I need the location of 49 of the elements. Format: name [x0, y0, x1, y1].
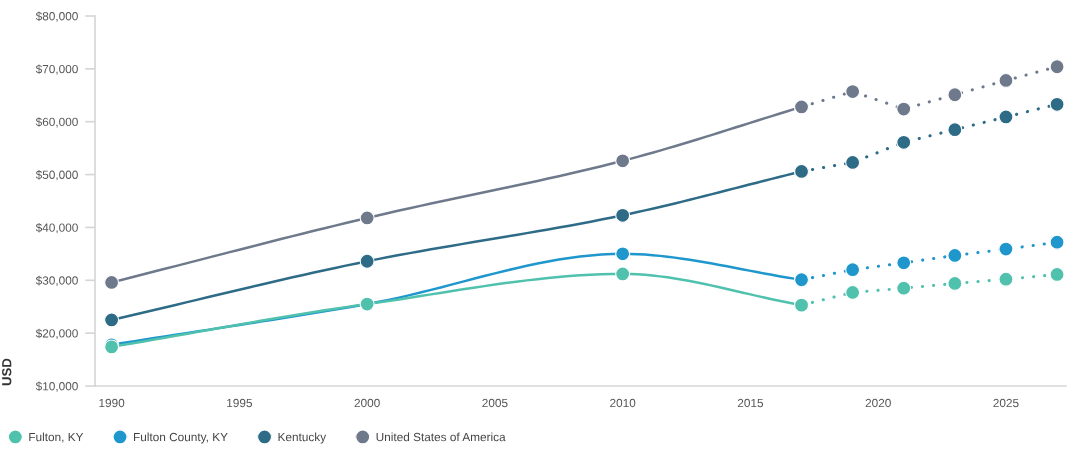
- point: [845, 262, 861, 278]
- point: [615, 266, 631, 282]
- x-tick-label: 2010: [610, 398, 636, 408]
- point: [947, 87, 963, 103]
- legend-label: Fulton, KY: [29, 432, 84, 443]
- y-tick-label: $50,000: [35, 170, 78, 181]
- point: [615, 207, 631, 223]
- point: [1049, 266, 1065, 282]
- y-tick-label: $40,000: [35, 222, 78, 234]
- y-tick-label: $30,000: [35, 275, 78, 287]
- point: [1049, 96, 1065, 112]
- point: [947, 275, 963, 291]
- point: [1049, 59, 1065, 75]
- x-tick-label: 2025: [993, 398, 1019, 408]
- point: [845, 284, 861, 300]
- legend-label: Kentucky: [278, 432, 327, 444]
- point: [359, 210, 375, 226]
- point: [615, 153, 631, 169]
- point: [998, 271, 1014, 287]
- point: [998, 241, 1014, 257]
- point: [104, 274, 120, 290]
- point: [615, 246, 631, 262]
- y-tick-label: $20,000: [35, 328, 78, 339]
- point: [359, 253, 375, 269]
- legend-label: Fulton County, KY: [134, 432, 228, 444]
- point: [845, 84, 861, 100]
- legend-label: United States of America: [376, 432, 506, 442]
- point: [896, 280, 912, 296]
- x-tick-label: 2005: [482, 398, 508, 408]
- y-tick-label: $10,000: [35, 381, 78, 392]
- point: [1049, 234, 1065, 250]
- point: [845, 154, 861, 170]
- point: [896, 101, 912, 117]
- point: [947, 122, 963, 138]
- x-tick-label: 2020: [865, 398, 891, 408]
- point: [104, 312, 120, 328]
- y-axis-title: USD: [2, 358, 12, 386]
- point: [947, 247, 963, 263]
- point: [998, 72, 1014, 88]
- y-tick-label: $70,000: [35, 64, 78, 75]
- y-tick-label: $60,000: [35, 117, 78, 128]
- y-tick-label: $80,000: [35, 11, 78, 22]
- x-tick-label: 1995: [227, 398, 253, 408]
- x-tick-label: 1990: [99, 398, 125, 408]
- point: [998, 109, 1014, 125]
- x-tick-label: 2000: [354, 398, 380, 408]
- point: [896, 134, 912, 150]
- x-tick-label: 2015: [737, 398, 764, 408]
- point: [896, 255, 912, 271]
